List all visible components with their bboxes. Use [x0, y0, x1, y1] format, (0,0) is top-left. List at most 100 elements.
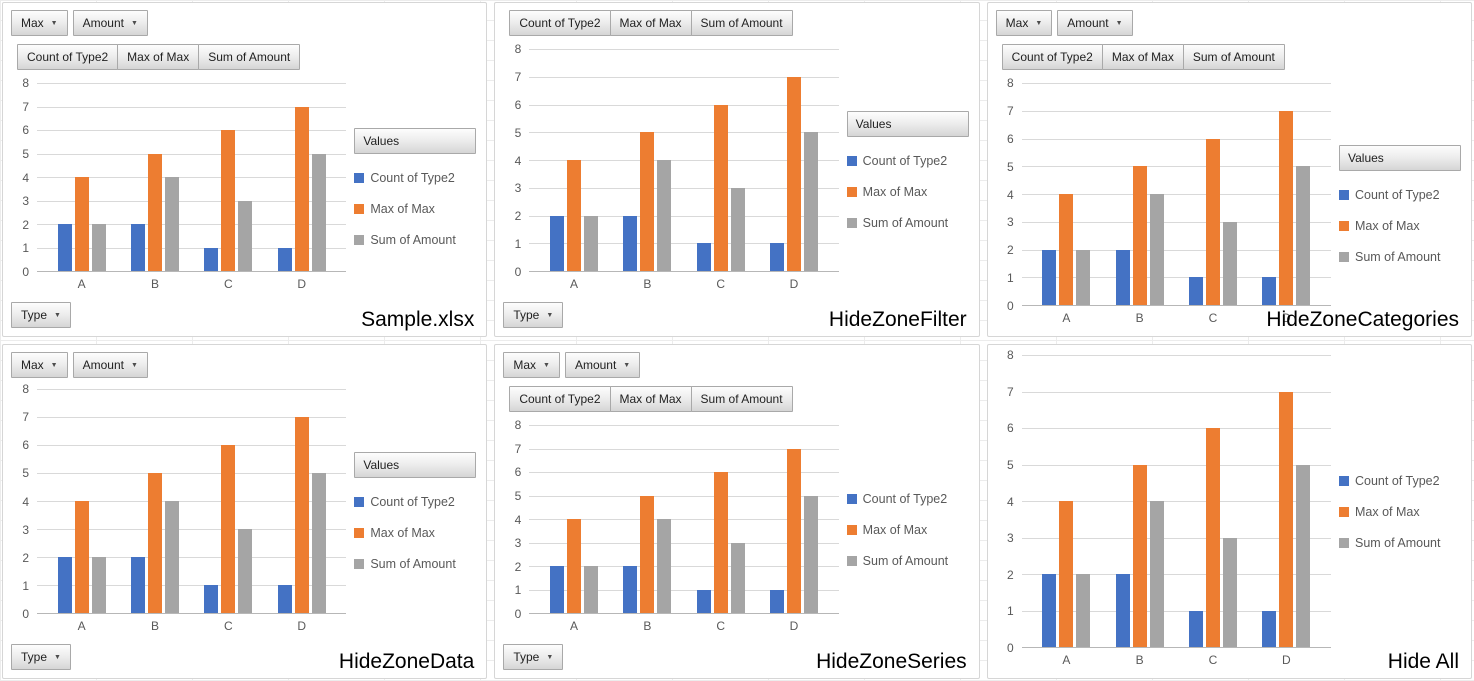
value-field-button-max-of-max[interactable]: Max of Max	[609, 10, 692, 36]
bar-d-count-of-type2[interactable]	[277, 585, 292, 613]
bar-d-count-of-type2[interactable]	[1262, 277, 1277, 305]
bar-d-sum-of-amount[interactable]	[803, 132, 818, 271]
bar-b-sum-of-amount[interactable]	[657, 160, 672, 271]
bar-b-count-of-type2[interactable]	[623, 566, 638, 613]
bar-a-max-of-max[interactable]	[74, 177, 89, 271]
bar-b-max-of-max[interactable]	[147, 473, 162, 613]
bar-c-sum-of-amount[interactable]	[1223, 221, 1238, 305]
values-field-button[interactable]: Values	[846, 111, 969, 137]
values-field-button[interactable]: Values	[1339, 145, 1461, 171]
bar-d-max-of-max[interactable]	[294, 417, 309, 613]
bar-c-sum-of-amount[interactable]	[238, 529, 253, 613]
bar-a-sum-of-amount[interactable]	[1076, 249, 1091, 305]
bar-a-count-of-type2[interactable]	[549, 215, 564, 271]
bar-c-count-of-type2[interactable]	[204, 247, 219, 271]
bar-d-max-of-max[interactable]	[1279, 391, 1294, 647]
bar-c-count-of-type2[interactable]	[204, 585, 219, 613]
bar-d-sum-of-amount[interactable]	[803, 495, 818, 613]
filter-field-button-max[interactable]: Max ▼	[995, 10, 1053, 36]
axis-field-button-type[interactable]: Type ▼	[503, 302, 564, 328]
value-field-button-count-of-type2[interactable]: Count of Type2	[17, 44, 119, 70]
bar-d-max-of-max[interactable]	[294, 106, 309, 271]
bar-c-sum-of-amount[interactable]	[1223, 537, 1238, 647]
bar-d-sum-of-amount[interactable]	[1296, 464, 1311, 647]
filter-field-button-max[interactable]: Max ▼	[503, 352, 560, 378]
value-field-button-count-of-type2[interactable]: Count of Type2	[509, 386, 611, 412]
value-field-button-count-of-type2[interactable]: Count of Type2	[509, 10, 611, 36]
bar-d-count-of-type2[interactable]	[769, 589, 784, 613]
bar-c-max-of-max[interactable]	[713, 104, 728, 271]
bar-a-sum-of-amount[interactable]	[583, 215, 598, 271]
bar-b-max-of-max[interactable]	[640, 132, 655, 271]
bar-d-max-of-max[interactable]	[786, 448, 801, 613]
bar-c-max-of-max[interactable]	[1206, 138, 1221, 305]
bar-d-count-of-type2[interactable]	[277, 247, 292, 271]
bar-c-count-of-type2[interactable]	[1189, 610, 1204, 647]
bar-a-sum-of-amount[interactable]	[91, 557, 106, 613]
value-field-button-max-of-max[interactable]: Max of Max	[117, 44, 200, 70]
bar-b-max-of-max[interactable]	[640, 495, 655, 613]
bar-d-sum-of-amount[interactable]	[311, 473, 326, 613]
axis-field-button-type[interactable]: Type ▼	[11, 644, 71, 670]
bar-b-sum-of-amount[interactable]	[1149, 194, 1164, 305]
bar-d-sum-of-amount[interactable]	[311, 153, 326, 271]
bar-d-max-of-max[interactable]	[786, 76, 801, 271]
value-field-button-count-of-type2[interactable]: Count of Type2	[1001, 44, 1103, 70]
value-field-button-max-of-max[interactable]: Max of Max	[609, 386, 692, 412]
value-field-button-sum-of-amount[interactable]: Sum of Amount	[690, 386, 793, 412]
values-field-button[interactable]: Values	[354, 128, 477, 154]
bar-c-max-of-max[interactable]	[221, 130, 236, 271]
bar-c-sum-of-amount[interactable]	[238, 200, 253, 271]
bar-b-count-of-type2[interactable]	[1115, 249, 1130, 305]
bar-b-count-of-type2[interactable]	[130, 557, 145, 613]
axis-field-button-type[interactable]: Type ▼	[11, 302, 71, 328]
filter-field-button-max[interactable]: Max ▼	[11, 352, 68, 378]
bar-b-max-of-max[interactable]	[1132, 166, 1147, 305]
bar-a-max-of-max[interactable]	[566, 519, 581, 613]
bar-c-count-of-type2[interactable]	[696, 589, 711, 613]
bar-b-count-of-type2[interactable]	[130, 224, 145, 271]
bar-a-sum-of-amount[interactable]	[583, 566, 598, 613]
value-field-button-max-of-max[interactable]: Max of Max	[1101, 44, 1184, 70]
axis-field-button-type[interactable]: Type ▼	[503, 644, 564, 670]
bar-a-count-of-type2[interactable]	[1042, 249, 1057, 305]
bar-d-sum-of-amount[interactable]	[1296, 166, 1311, 305]
bar-b-count-of-type2[interactable]	[623, 215, 638, 271]
bar-a-count-of-type2[interactable]	[549, 566, 564, 613]
bar-a-count-of-type2[interactable]	[57, 557, 72, 613]
bar-a-max-of-max[interactable]	[74, 501, 89, 613]
bar-d-count-of-type2[interactable]	[769, 243, 784, 271]
bar-b-max-of-max[interactable]	[147, 153, 162, 271]
bar-b-sum-of-amount[interactable]	[1149, 501, 1164, 647]
bar-b-sum-of-amount[interactable]	[164, 501, 179, 613]
bar-c-max-of-max[interactable]	[713, 472, 728, 613]
bar-c-sum-of-amount[interactable]	[730, 187, 745, 271]
bar-a-max-of-max[interactable]	[1059, 501, 1074, 647]
bar-a-sum-of-amount[interactable]	[1076, 574, 1091, 647]
filter-field-button-max[interactable]: Max ▼	[11, 10, 68, 36]
value-field-button-sum-of-amount[interactable]: Sum of Amount	[198, 44, 301, 70]
value-field-button-sum-of-amount[interactable]: Sum of Amount	[690, 10, 793, 36]
bar-b-count-of-type2[interactable]	[1115, 574, 1130, 647]
bar-a-count-of-type2[interactable]	[1042, 574, 1057, 647]
bar-c-sum-of-amount[interactable]	[730, 542, 745, 613]
bar-c-max-of-max[interactable]	[221, 445, 236, 613]
bar-d-count-of-type2[interactable]	[1262, 610, 1277, 647]
bar-a-sum-of-amount[interactable]	[91, 224, 106, 271]
bar-b-max-of-max[interactable]	[1132, 464, 1147, 647]
bar-a-count-of-type2[interactable]	[57, 224, 72, 271]
values-field-button[interactable]: Values	[354, 452, 477, 478]
bar-c-count-of-type2[interactable]	[1189, 277, 1204, 305]
bar-d-max-of-max[interactable]	[1279, 110, 1294, 305]
value-field-button-sum-of-amount[interactable]: Sum of Amount	[1182, 44, 1285, 70]
bar-b-sum-of-amount[interactable]	[164, 177, 179, 271]
bar-b-sum-of-amount[interactable]	[657, 519, 672, 613]
filter-field-button-amount[interactable]: Amount ▼	[72, 10, 148, 36]
bar-c-max-of-max[interactable]	[1206, 428, 1221, 647]
filter-field-button-amount[interactable]: Amount ▼	[1057, 10, 1133, 36]
bar-a-max-of-max[interactable]	[566, 160, 581, 271]
filter-field-button-amount[interactable]: Amount ▼	[564, 352, 641, 378]
bar-a-max-of-max[interactable]	[1059, 194, 1074, 305]
filter-field-button-amount[interactable]: Amount ▼	[72, 352, 148, 378]
bar-c-count-of-type2[interactable]	[696, 243, 711, 271]
